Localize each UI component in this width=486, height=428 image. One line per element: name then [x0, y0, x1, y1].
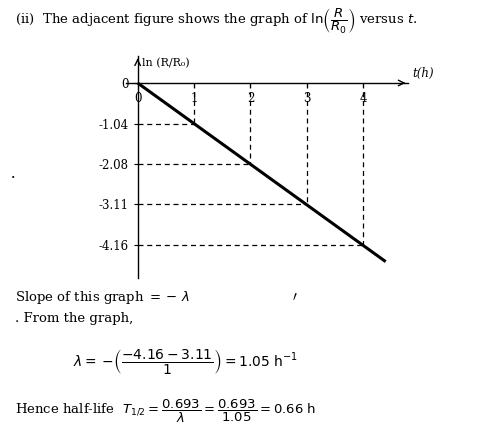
Text: . From the graph,: . From the graph, — [15, 312, 133, 325]
Text: $\prime$: $\prime$ — [292, 289, 297, 303]
Text: Slope of this graph $= -\,\lambda$: Slope of this graph $= -\,\lambda$ — [15, 289, 190, 306]
Text: Hence half-life $\ T_{1/2} = \dfrac{0.693}{\lambda} = \dfrac{0.693}{1.05} = 0.66: Hence half-life $\ T_{1/2} = \dfrac{0.69… — [15, 398, 316, 425]
Text: $\bullet$: $\bullet$ — [10, 173, 15, 179]
Text: $\lambda = -\!\left(\dfrac{-4.16 - 3.11}{1}\right) = 1.05\ \mathrm{h}^{-1}$: $\lambda = -\!\left(\dfrac{-4.16 - 3.11}… — [73, 347, 298, 376]
Text: ln (R/R₀): ln (R/R₀) — [142, 58, 190, 68]
Text: t(h): t(h) — [413, 67, 434, 80]
Text: (ii)  The adjacent figure shows the graph of $\ln\!\left(\dfrac{R}{R_0}\right)$ : (ii) The adjacent figure shows the graph… — [15, 6, 417, 36]
